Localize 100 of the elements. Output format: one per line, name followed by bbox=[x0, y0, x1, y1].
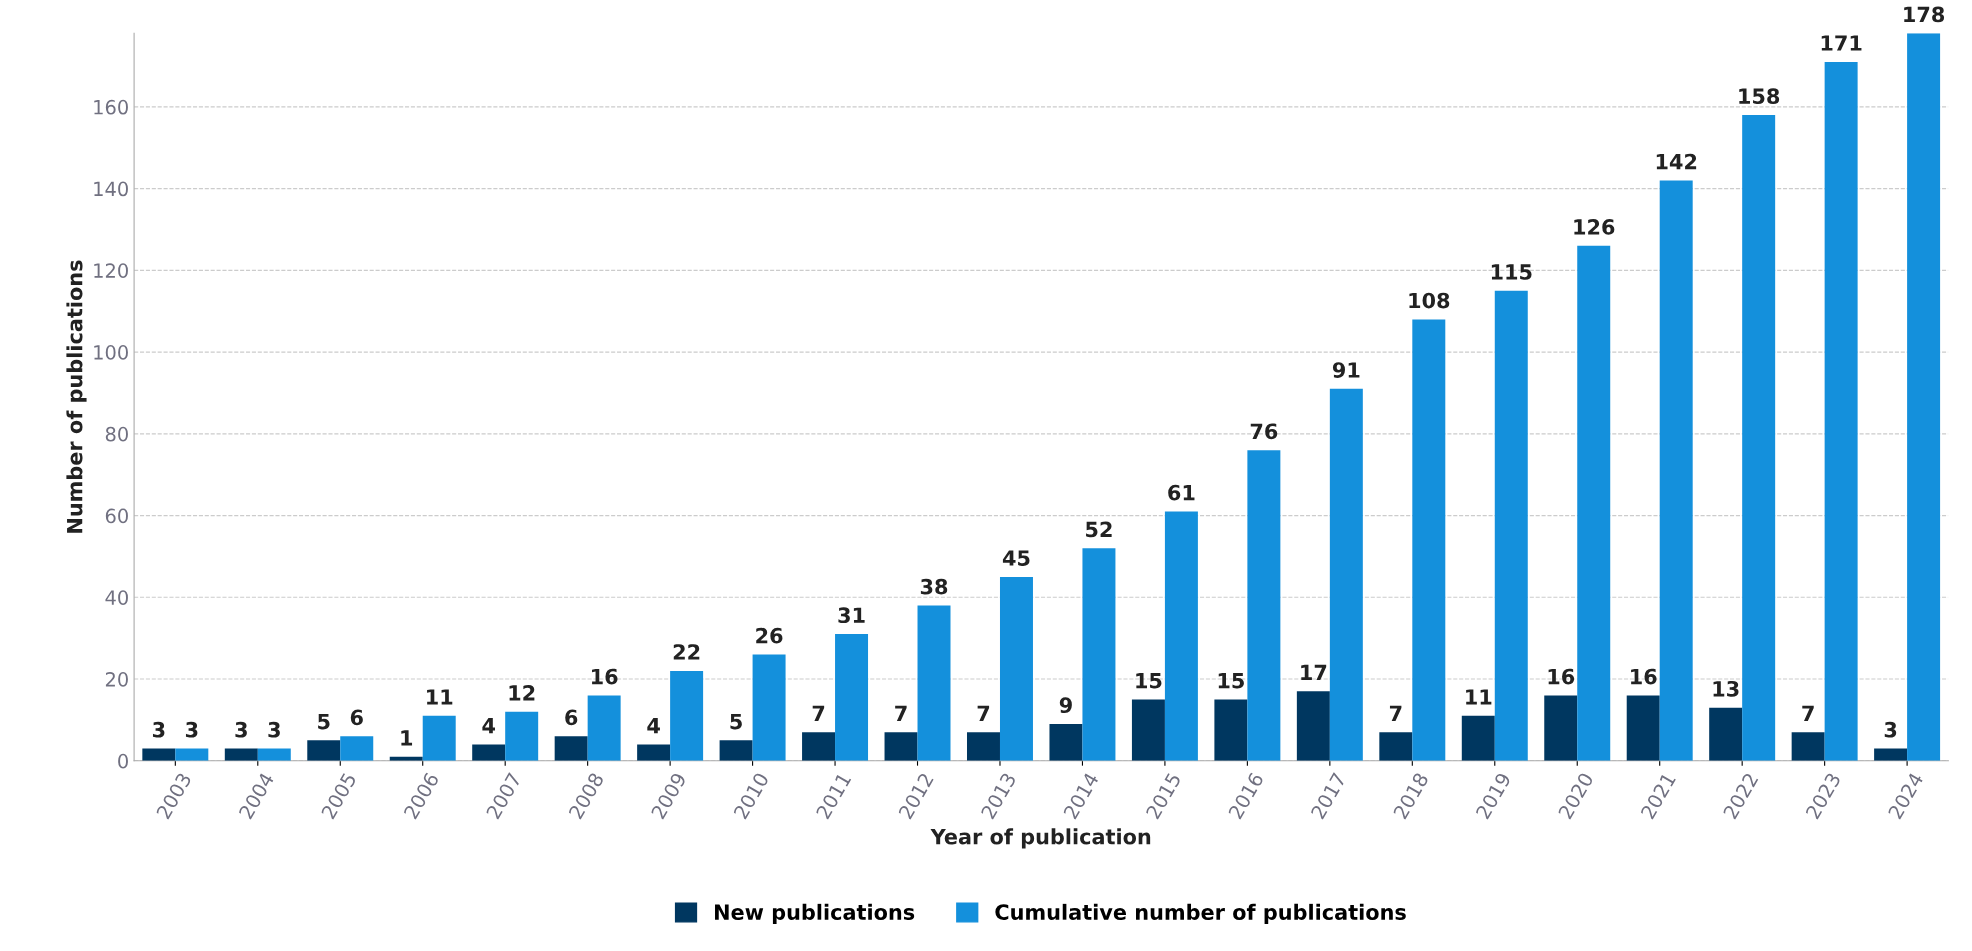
y-axis-title: Number of publications bbox=[66, 260, 87, 533]
data-label: 108 bbox=[1409, 292, 1450, 309]
bar bbox=[752, 654, 786, 761]
bar bbox=[1461, 715, 1495, 761]
y-tick-label: 80 bbox=[105, 426, 128, 442]
data-label: 9 bbox=[1059, 697, 1072, 714]
bar bbox=[1049, 724, 1083, 761]
bar bbox=[1907, 33, 1941, 761]
bar bbox=[884, 732, 918, 761]
data-label: 7 bbox=[812, 705, 825, 721]
y-tick-label: 100 bbox=[94, 345, 128, 360]
data-label: 26 bbox=[756, 627, 783, 644]
data-label: 15 bbox=[1218, 673, 1244, 689]
data-label: 7 bbox=[977, 705, 990, 721]
data-label: 171 bbox=[1821, 35, 1862, 51]
data-label: 11 bbox=[1466, 689, 1492, 705]
data-label: 7 bbox=[1389, 705, 1402, 721]
data-label: 178 bbox=[1904, 6, 1945, 23]
x-axis-title: Year of publication bbox=[930, 828, 1151, 849]
data-label: 3 bbox=[235, 721, 247, 738]
data-label: 4 bbox=[647, 717, 660, 734]
y-tick-label: 40 bbox=[105, 590, 128, 605]
data-label: 52 bbox=[1086, 521, 1112, 538]
bar bbox=[670, 670, 704, 761]
bar bbox=[999, 576, 1033, 761]
bar bbox=[307, 740, 341, 761]
bar bbox=[1544, 695, 1578, 761]
bar bbox=[1709, 707, 1743, 761]
bar bbox=[1659, 180, 1693, 761]
bar bbox=[554, 736, 588, 761]
data-label: 15 bbox=[1136, 673, 1162, 689]
bar bbox=[1874, 748, 1908, 761]
data-label: 3 bbox=[268, 721, 280, 738]
data-label: 3 bbox=[152, 721, 165, 738]
bar bbox=[1577, 245, 1611, 761]
data-label: 61 bbox=[1168, 484, 1195, 501]
data-label: 3 bbox=[1884, 721, 1897, 738]
bar bbox=[1791, 732, 1825, 761]
data-label: 13 bbox=[1713, 680, 1739, 697]
data-label: 158 bbox=[1739, 88, 1780, 105]
bar bbox=[1412, 319, 1446, 761]
bar bbox=[175, 748, 209, 761]
y-tick-label: 120 bbox=[94, 263, 128, 278]
bar bbox=[1494, 290, 1528, 761]
bar bbox=[1329, 388, 1363, 761]
data-label: 7 bbox=[1802, 705, 1814, 721]
bar bbox=[142, 748, 176, 761]
data-label: 126 bbox=[1574, 219, 1615, 235]
data-label: 142 bbox=[1656, 153, 1697, 170]
bar bbox=[967, 732, 1000, 761]
bar bbox=[1214, 699, 1248, 761]
data-label: 11 bbox=[427, 689, 453, 705]
bar bbox=[1082, 548, 1116, 761]
data-label: 38 bbox=[920, 578, 948, 595]
y-tick-label: 20 bbox=[105, 672, 128, 687]
bar bbox=[1824, 61, 1858, 761]
bar bbox=[472, 744, 506, 761]
bar bbox=[835, 634, 869, 761]
bar bbox=[505, 711, 539, 761]
bar bbox=[637, 744, 671, 761]
data-label: 76 bbox=[1250, 423, 1278, 440]
bar bbox=[1247, 450, 1281, 761]
bar bbox=[1164, 511, 1198, 761]
bar bbox=[587, 695, 621, 761]
bar bbox=[422, 715, 456, 761]
data-label: 22 bbox=[673, 644, 700, 660]
bar bbox=[340, 736, 374, 761]
data-label: 12 bbox=[509, 685, 535, 701]
legend-label: New publications bbox=[715, 903, 915, 925]
y-tick-label: 160 bbox=[94, 99, 128, 115]
bar bbox=[1742, 115, 1776, 761]
bar bbox=[1626, 695, 1660, 761]
data-label: 5 bbox=[318, 713, 330, 730]
data-label: 45 bbox=[1002, 550, 1030, 566]
data-label: 115 bbox=[1491, 264, 1532, 280]
y-tick-label: 0 bbox=[118, 753, 128, 769]
y-tick-label: 60 bbox=[105, 508, 128, 524]
data-label: 1 bbox=[401, 730, 413, 746]
data-label: 7 bbox=[895, 705, 907, 721]
bar bbox=[224, 748, 258, 761]
bar bbox=[719, 740, 753, 761]
data-label: 16 bbox=[592, 668, 618, 685]
data-label: 16 bbox=[1548, 668, 1575, 685]
data-label: 91 bbox=[1332, 362, 1360, 378]
bar bbox=[1131, 699, 1165, 761]
data-label: 6 bbox=[350, 709, 363, 726]
bar bbox=[257, 748, 291, 761]
y-tick-label: 140 bbox=[94, 181, 128, 197]
bar bbox=[1379, 732, 1413, 761]
data-label: 3 bbox=[185, 721, 198, 738]
legend-label: Cumulative number of publications bbox=[995, 903, 1406, 925]
bar bbox=[1296, 691, 1330, 761]
data-label: 5 bbox=[730, 713, 742, 730]
bar bbox=[802, 732, 836, 761]
data-label: 16 bbox=[1631, 668, 1657, 685]
data-label: 17 bbox=[1301, 664, 1327, 681]
bar bbox=[917, 605, 951, 761]
data-label: 31 bbox=[838, 607, 865, 624]
data-label: 6 bbox=[565, 709, 578, 726]
data-label: 4 bbox=[482, 717, 495, 734]
